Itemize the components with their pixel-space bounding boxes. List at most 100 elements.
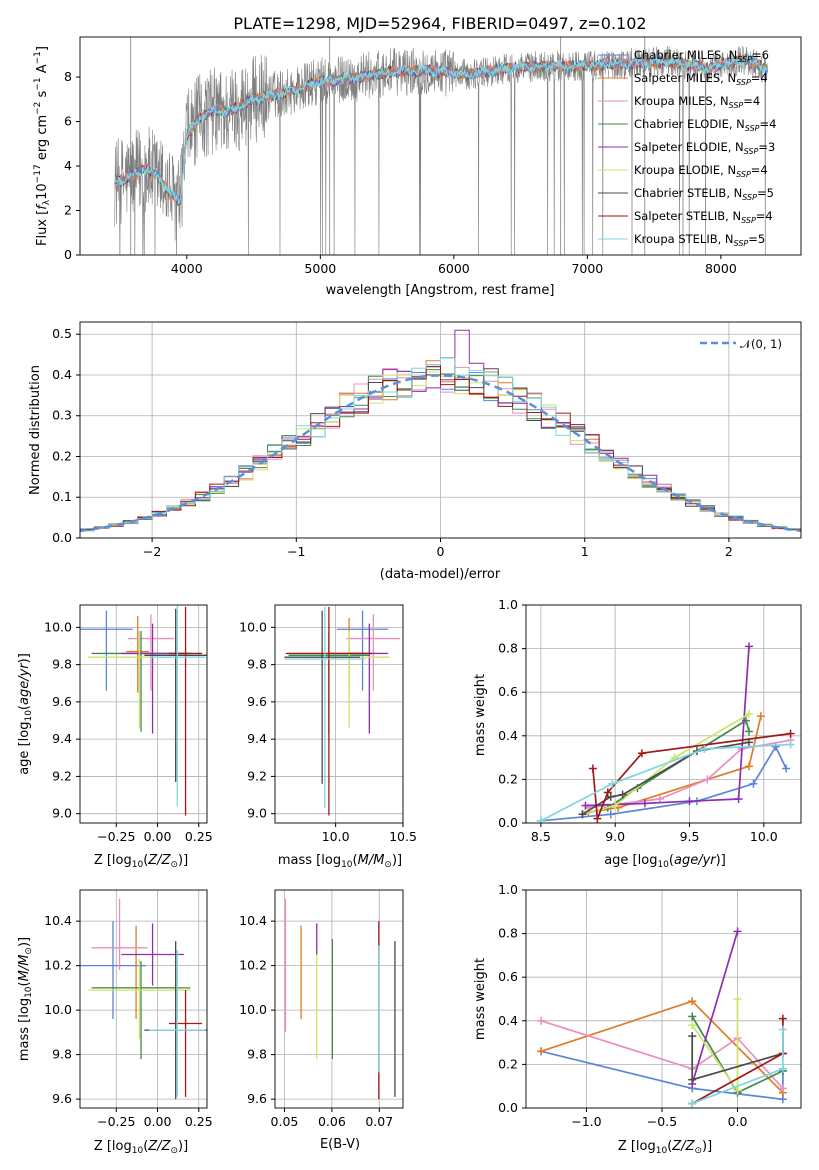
p3-ytick-label: 9.6 (52, 694, 72, 709)
p3-clipped (80, 605, 207, 816)
p7-ytick-label: 10.2 (239, 958, 267, 973)
p6-ytick-label: 9.6 (52, 1091, 72, 1106)
age-mass-xlabel: mass [log10(M/M⊙)] (278, 853, 402, 870)
spectrum-xtick-label: 7000 (571, 261, 603, 276)
p5-ytick-label: 0.2 (498, 771, 518, 786)
mass-vs-metallicity-panel: −0.25 0.00 0.25 9.6 9.8 10.0 10.2 10.4 (44, 889, 213, 1129)
p5-clipped (536, 642, 795, 823)
p6-ytick-label: 10.4 (44, 913, 72, 928)
age-vs-metallicity-panel: −0.25 0.00 0.25 9.0 9.2 9.4 9.6 9.8 10.0 (44, 604, 213, 844)
spectrum-ticks: 4000 5000 6000 7000 8000 0 2 4 6 8 (64, 69, 737, 276)
residuals-ytick-label: 0.3 (52, 408, 72, 423)
residuals-plot-area (80, 329, 801, 533)
p4-ytick-label: 9.0 (247, 806, 267, 821)
spectrum-ytick-label: 6 (64, 114, 72, 129)
p6-ytick-label: 10.0 (44, 1002, 72, 1017)
p5-xtick-label: 8.5 (531, 829, 551, 844)
spectrum-panel: 4000 5000 6000 7000 8000 0 2 4 6 8 wavelength [An… (33, 36, 802, 298)
spectrum-ylabel: Flux [fλ10−17 erg cm−2 s−1 A−1] (33, 46, 52, 246)
p7-ytick-label: 10.0 (239, 1002, 267, 1017)
weight-age-xlabel: age [log10(age/yr)] (604, 853, 726, 870)
spectrum-ytick-label: 8 (64, 69, 72, 84)
p3-xtick-label: 0.25 (185, 829, 213, 844)
spectrum-frame (79, 36, 802, 256)
p6-xtick-label: 0.00 (144, 1114, 172, 1129)
residuals-xtick-label: −1 (287, 544, 305, 559)
p7-ytick-label: 10.4 (239, 913, 267, 928)
p7-xtick-label: 0.07 (365, 1114, 393, 1129)
p3-ytick-label: 9.0 (52, 806, 72, 821)
mass-vs-ebv-panel: 0.05 0.06 0.07 9.6 9.8 10.0 10.2 10.4 (239, 889, 404, 1129)
p7-ytick-label: 9.8 (247, 1047, 267, 1062)
normal-curve (80, 374, 801, 533)
residuals-ytick-label: 0.1 (52, 489, 72, 504)
spectrum-ytick-label: 0 (64, 247, 72, 262)
mass-ebv-xlabel: E(B-V) (320, 1137, 360, 1152)
p8-clipped (537, 927, 787, 1108)
p8-ytick-label: 0.6 (498, 969, 518, 984)
residuals-ytick-label: 0.4 (52, 367, 72, 382)
p4-ytick-label: 9.6 (247, 694, 267, 709)
spectrum-xtick-label: 8000 (705, 261, 737, 276)
legend-label-kroupa_elodie: Kroupa ELODIE, NSSP=4 (634, 163, 768, 179)
residuals-xlabel: (data-model)/error (380, 567, 501, 582)
legend-label-salpeter_elodie: Salpeter ELODIE, NSSP=3 (634, 140, 775, 156)
residuals-panel: −2 −1 0 1 2 0.0 0.1 0.2 0.3 0.4 0.5 (data-model)/e… (28, 321, 802, 582)
legend-label-chabrier_stelib: Chabrier STELIB, NSSP=5 (634, 186, 774, 202)
p4-xtick-label: 10.5 (389, 829, 417, 844)
weight-age-ylabel: mass weight (473, 674, 488, 756)
weight-line-salpeter_miles (588, 716, 762, 813)
p5-xtick-label: 9.0 (605, 829, 625, 844)
p7-xtick-label: 0.05 (271, 1114, 299, 1129)
p8-ytick-label: 0.4 (498, 1013, 518, 1028)
spectrum-xtick-label: 6000 (438, 261, 470, 276)
mass-Z-ylabel: mass [log10(M/M⊙)] (17, 937, 34, 1061)
p3-xtick-label: −0.25 (97, 829, 135, 844)
spectrum-xtick-label: 4000 (171, 261, 203, 276)
p8-ytick-label: 0.0 (498, 1100, 518, 1115)
p3-ytick-label: 9.8 (52, 657, 72, 672)
p3-ytick-label: 9.4 (52, 731, 72, 746)
residuals-xtick-label: −2 (143, 544, 161, 559)
p4-ytick-label: 10.0 (239, 619, 267, 634)
residuals-clipped (80, 329, 801, 533)
residuals-ytick-label: 0.5 (52, 326, 72, 341)
weight-vs-metallicity-panel: −1.0 −0.5 0.0 0.0 0.2 0.4 0.6 0.8 1.0 (498, 882, 802, 1129)
p8-ytick-label: 0.8 (498, 926, 518, 941)
p6-clipped (80, 898, 207, 1100)
residuals-ytick-label: 0.0 (52, 530, 72, 545)
residuals-legend: 𝒩(0, 1) (700, 337, 782, 351)
p5-ytick-label: 0.0 (498, 815, 518, 830)
p5-frame (525, 604, 802, 824)
residuals-xtick-label: 1 (581, 544, 589, 559)
weight-line-salpeter_elodie (691, 931, 739, 1085)
p3-frame (79, 604, 208, 824)
p6-ytick-label: 10.2 (44, 958, 72, 973)
residuals-xtick-label: 0 (437, 544, 445, 559)
age-Z-ylabel: age [log10(age/yr)] (17, 653, 34, 775)
spectrum-model-kroupa_stelib (114, 53, 768, 204)
p5-xtick-label: 10.0 (750, 829, 778, 844)
p8-ytick-label: 0.2 (498, 1056, 518, 1071)
residuals-xtick-label: 2 (725, 544, 733, 559)
residuals-ticks: −2 −1 0 1 2 0.0 0.1 0.2 0.3 0.4 0.5 (52, 326, 733, 559)
mass-Z-xlabel: Z [log10(Z/Z⊙)] (94, 1139, 188, 1156)
weight-line-chabrier_stelib (582, 741, 750, 816)
p3-xtick-label: 0.00 (144, 829, 172, 844)
p8-xtick-label: −0.5 (647, 1114, 677, 1129)
legend-label-salpeter_stelib: Salpeter STELIB, NSSP=4 (634, 209, 773, 225)
p8-xtick-label: 0.0 (728, 1114, 748, 1129)
p6-xtick-label: 0.25 (185, 1114, 213, 1129)
p8-frame (525, 889, 802, 1109)
normal-legend-label: 𝒩(0, 1) (740, 337, 782, 351)
p8-ytick-label: 1.0 (498, 882, 518, 897)
p6-frame (79, 889, 208, 1109)
p5-ytick-label: 1.0 (498, 597, 518, 612)
p4-ytick-label: 9.8 (247, 657, 267, 672)
p4-xtick-label: 10.0 (322, 829, 350, 844)
p5-ytick-label: 0.6 (498, 684, 518, 699)
residuals-ytick-label: 0.2 (52, 448, 72, 463)
p7-frame (274, 889, 404, 1109)
spectrum-title: PLATE=1298, MJD=52964, FIBERID=0497, z=0… (233, 14, 646, 33)
weight-Z-xlabel: Z [log10(Z/Z⊙)] (618, 1139, 712, 1156)
